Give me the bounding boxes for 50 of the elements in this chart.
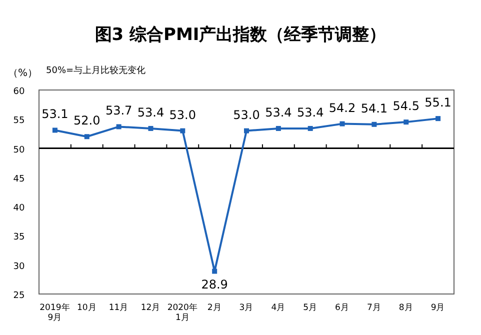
data-label: 53.4	[296, 105, 324, 120]
y-axis-title: （%）	[8, 68, 38, 79]
data-label: 52.0	[74, 114, 100, 128]
data-label: 53.0	[169, 108, 196, 122]
y-tick-label: 25	[13, 291, 25, 301]
x-tick-label: 8月	[398, 303, 414, 313]
y-tick-label: 50	[13, 145, 25, 156]
point	[404, 120, 409, 125]
point	[52, 128, 58, 133]
y-tick-label: 30	[13, 262, 25, 272]
point	[212, 268, 218, 274]
x-tick-label: 9月	[430, 303, 446, 313]
data-label: 53.0	[233, 108, 260, 122]
y-tick-label: 40	[13, 204, 25, 214]
data-label: 55.1	[424, 96, 452, 110]
point	[84, 134, 90, 140]
x-tick-label: 6月	[335, 303, 350, 313]
x-tick-label: 10月	[76, 303, 97, 313]
data-label: 53.7	[105, 104, 132, 118]
data-label: 54.1	[360, 101, 388, 116]
point	[148, 126, 154, 131]
point	[308, 126, 313, 131]
point	[180, 128, 186, 134]
data-label: 54.5	[392, 99, 420, 114]
point	[276, 126, 281, 131]
chart-title: 图3 综合PMI产出指数（经季节调整）	[94, 25, 386, 45]
point	[244, 128, 249, 134]
x-tick-label: 2019年 9月	[40, 302, 70, 324]
point	[116, 124, 122, 130]
x-tick-label: 2月	[207, 303, 222, 313]
point	[436, 116, 441, 122]
data-label: 28.9	[201, 277, 228, 292]
point	[340, 121, 345, 126]
x-tick-label: 7月	[366, 303, 382, 313]
y-tick-label: 45	[13, 174, 25, 184]
x-tick-label: 3月	[239, 303, 254, 313]
y-tick-label: 60	[13, 87, 25, 97]
x-tick-label: 2020年 1月	[167, 302, 198, 324]
data-label: 53.4	[265, 105, 292, 120]
data-label: 53.4	[137, 105, 164, 120]
x-tick-label: 12月	[140, 303, 161, 313]
data-label: 53.1	[42, 107, 68, 122]
x-tick-label: 5月	[303, 303, 318, 313]
y-tick-label: 35	[13, 232, 25, 243]
text: 50%=与上月比较无变化	[46, 65, 146, 76]
point	[372, 122, 377, 127]
x-tick-label: 11月	[108, 303, 129, 313]
x-tick-label: 4月	[271, 303, 286, 313]
y-tick-label: 55	[13, 116, 25, 126]
data-label: 54.2	[328, 100, 356, 115]
